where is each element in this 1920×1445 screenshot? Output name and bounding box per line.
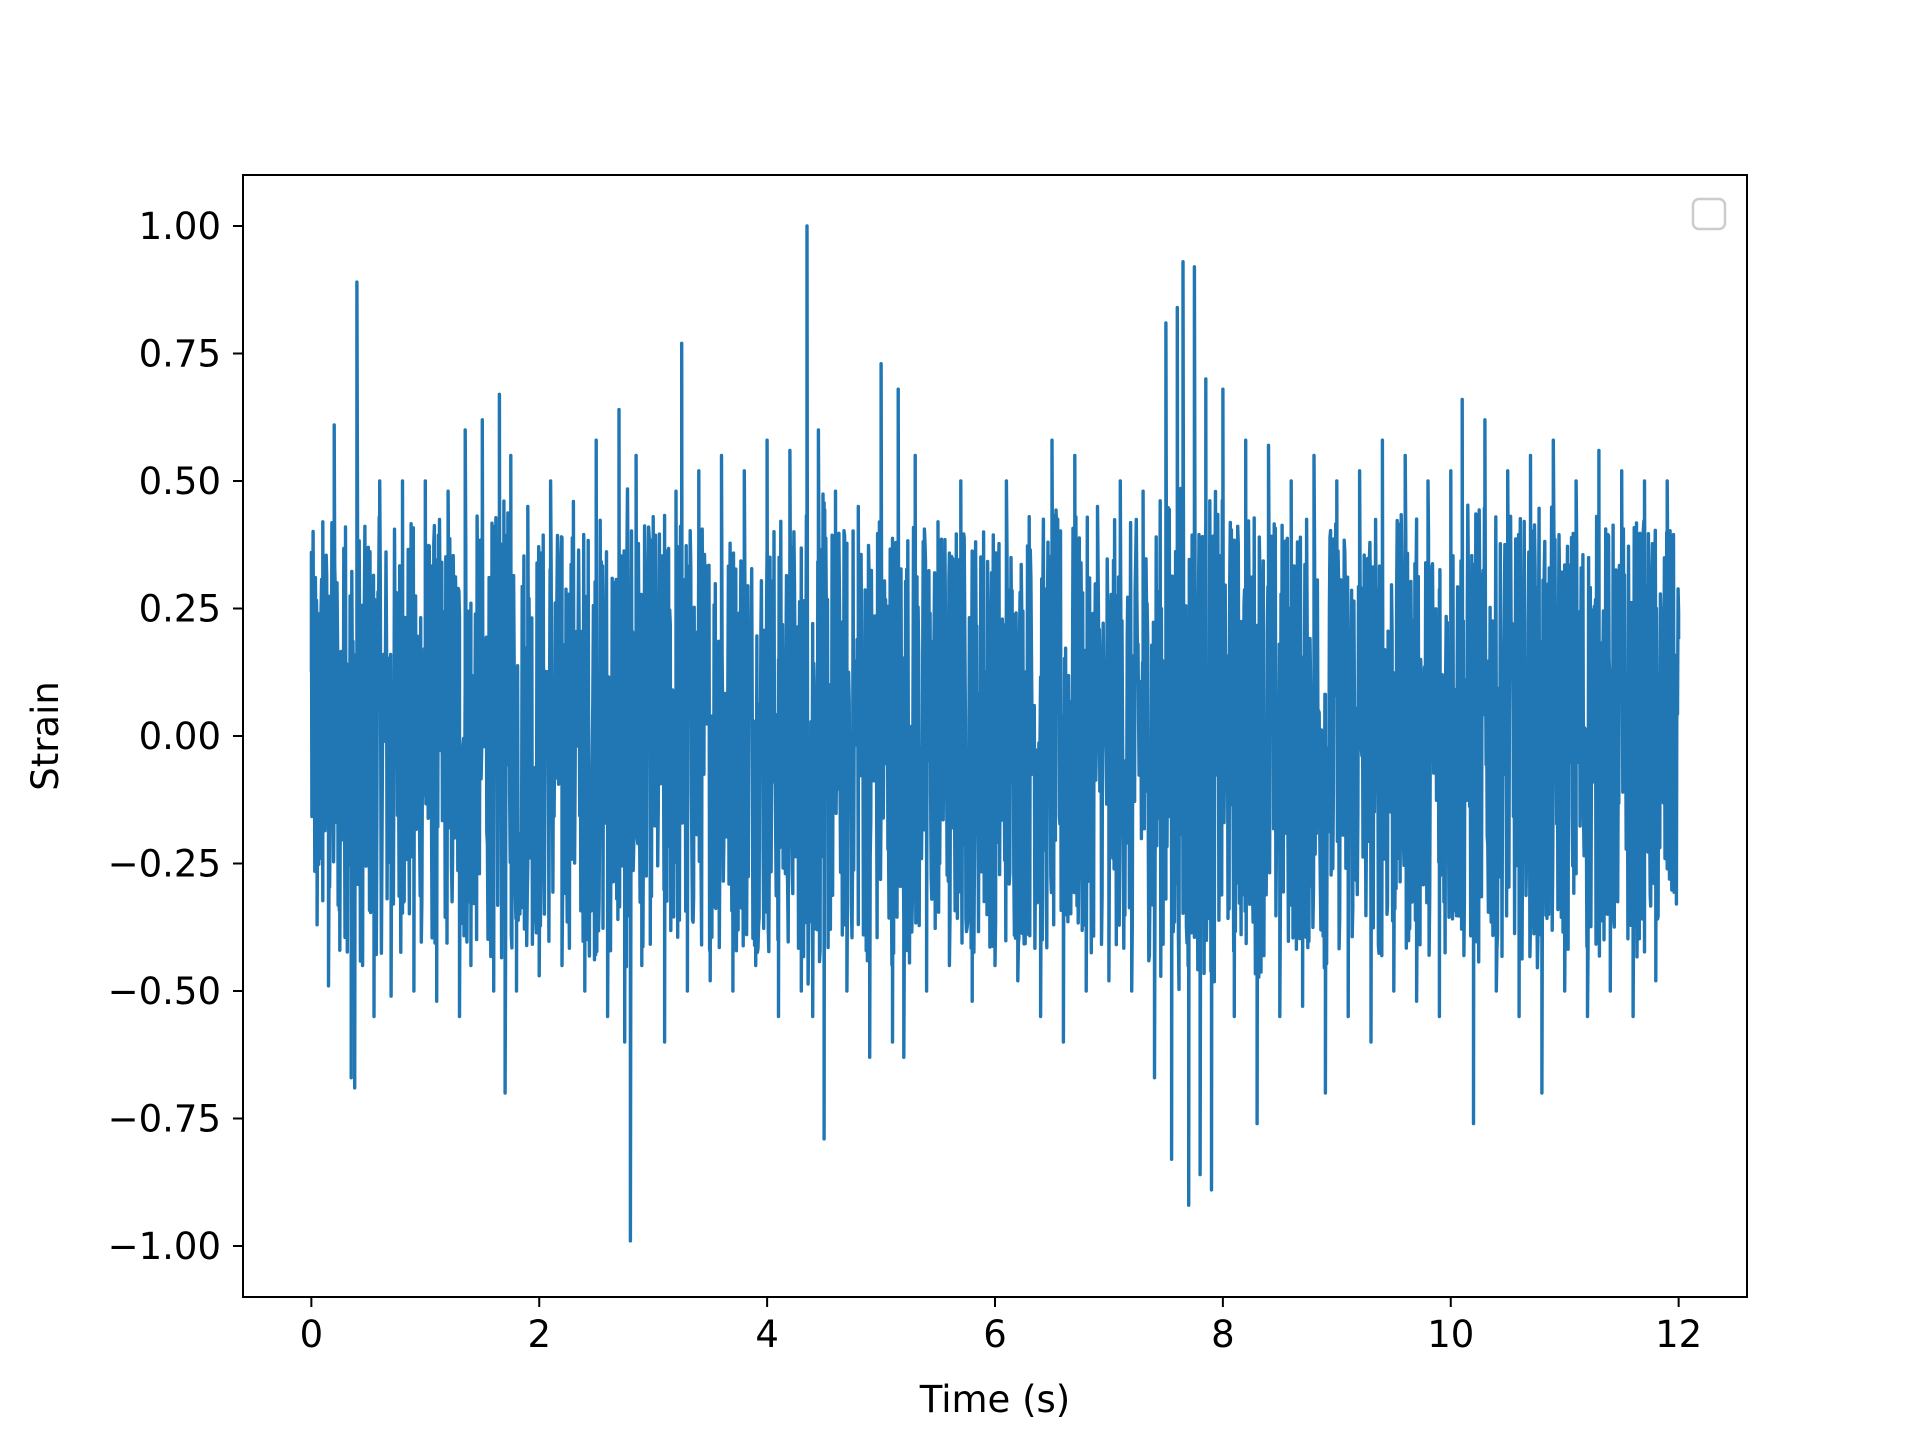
strain-series-line [309, 224, 1681, 1243]
axes: 0 2 4 6 8 10 12 1.00 0.75 0.50 0.25 0.00 −0.25 −0.50 −… [108, 174, 1748, 1356]
y-axis-label: Strain [24, 681, 67, 791]
y-tick-label: 0.00 [139, 715, 221, 758]
x-tick-label: 6 [983, 1313, 1007, 1356]
y-tick-label: 0.25 [139, 588, 221, 631]
x-axis-label: Time (s) [919, 1378, 1070, 1421]
x-tick-label: 0 [300, 1313, 324, 1356]
y-tick-label: 0.50 [139, 460, 221, 503]
x-tick-label: 4 [755, 1313, 779, 1356]
y-tick-label: −0.75 [108, 1098, 221, 1141]
y-tick-label: −1.00 [108, 1225, 221, 1268]
y-tick-label: 0.75 [139, 333, 221, 376]
plot-area [309, 224, 1681, 1243]
x-tick-label: 10 [1427, 1313, 1474, 1356]
legend [1691, 197, 1727, 231]
x-tick-label: 8 [1211, 1313, 1235, 1356]
y-tick-label: −0.50 [108, 970, 221, 1013]
x-tick-label: 12 [1655, 1313, 1702, 1356]
y-tick-label: 1.00 [139, 205, 221, 248]
x-tick-label: 2 [527, 1313, 551, 1356]
y-tick-label: −0.25 [108, 843, 221, 886]
